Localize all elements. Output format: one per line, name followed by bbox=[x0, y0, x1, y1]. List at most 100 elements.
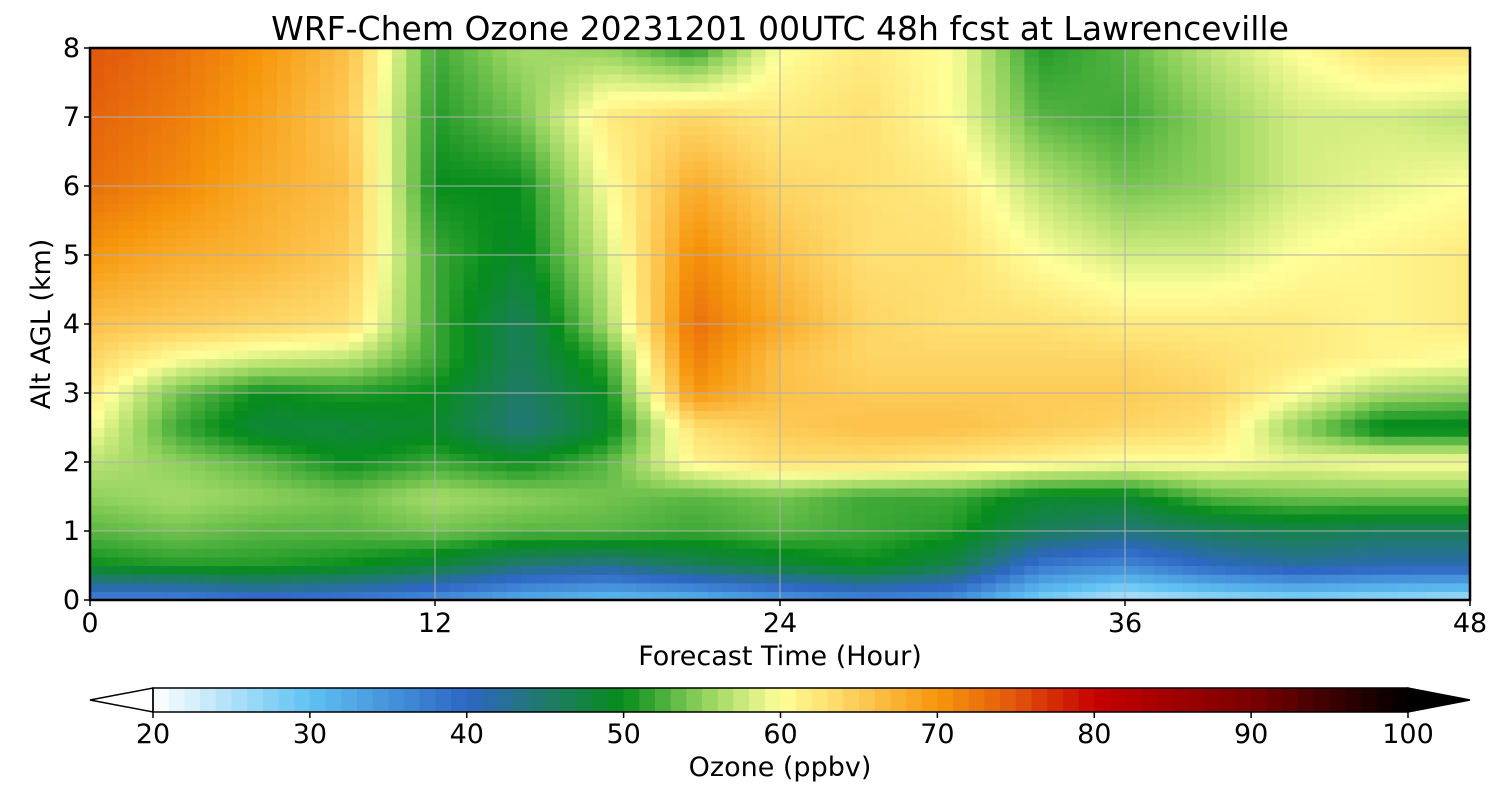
heatmap-cell bbox=[1398, 453, 1414, 463]
heatmap-cell bbox=[1182, 315, 1198, 325]
heatmap-cell bbox=[219, 427, 235, 437]
heatmap-cell bbox=[1053, 229, 1069, 239]
heatmap-cell bbox=[1326, 462, 1342, 472]
heatmap-cell bbox=[1369, 487, 1385, 498]
heatmap-cell bbox=[348, 496, 364, 506]
heatmap-cell bbox=[219, 177, 235, 187]
heatmap-cell bbox=[233, 548, 249, 558]
heatmap-cell bbox=[334, 574, 350, 584]
heatmap-cell bbox=[1383, 280, 1399, 291]
heatmap-cell bbox=[449, 479, 465, 489]
heatmap-cell bbox=[938, 462, 954, 472]
heatmap-cell bbox=[966, 522, 982, 532]
heatmap-cell bbox=[377, 505, 393, 515]
heatmap-cell bbox=[406, 496, 422, 506]
heatmap-cell bbox=[118, 574, 134, 584]
heatmap-cell bbox=[1196, 427, 1212, 437]
heatmap-cell bbox=[693, 229, 709, 239]
heatmap-cell bbox=[1240, 194, 1255, 204]
heatmap-cell bbox=[679, 522, 695, 532]
heatmap-cell bbox=[305, 272, 321, 282]
heatmap-cell bbox=[449, 367, 465, 377]
heatmap-cell bbox=[1182, 177, 1198, 187]
heatmap-cell bbox=[1383, 548, 1399, 558]
heatmap-cell bbox=[1441, 298, 1457, 308]
heatmap-cell bbox=[463, 548, 479, 558]
heatmap-cell bbox=[1211, 186, 1227, 196]
heatmap-cell bbox=[751, 341, 767, 351]
heatmap-cell bbox=[1412, 479, 1428, 489]
heatmap-cell bbox=[866, 505, 882, 515]
heatmap-cell bbox=[1426, 470, 1442, 480]
heatmap-cell bbox=[1067, 505, 1083, 515]
heatmap-cell bbox=[1297, 531, 1313, 541]
heatmap-cell bbox=[190, 186, 206, 196]
heatmap-cell bbox=[118, 220, 134, 230]
heatmap-cell bbox=[248, 358, 264, 368]
heatmap-cell bbox=[1383, 436, 1399, 446]
heatmap-cell bbox=[1024, 401, 1040, 411]
heatmap-cell bbox=[593, 203, 609, 213]
heatmap-cell bbox=[233, 263, 249, 273]
heatmap-cell bbox=[463, 263, 479, 273]
heatmap-cell bbox=[607, 211, 623, 222]
heatmap-cell bbox=[1355, 246, 1370, 256]
heatmap-cell bbox=[435, 298, 450, 308]
heatmap-cell bbox=[550, 229, 565, 239]
heatmap-cell bbox=[621, 513, 637, 523]
heatmap-cell bbox=[1053, 582, 1069, 592]
heatmap-cell bbox=[1139, 160, 1155, 170]
heatmap-cell bbox=[334, 487, 350, 498]
heatmap-cell bbox=[1441, 548, 1457, 558]
heatmap-cell bbox=[1455, 255, 1471, 265]
heatmap-cell bbox=[449, 453, 465, 463]
heatmap-cell bbox=[535, 177, 551, 187]
heatmap-cell bbox=[708, 548, 724, 558]
heatmap-cell bbox=[1067, 548, 1083, 558]
heatmap-cell bbox=[492, 436, 508, 446]
heatmap-cell bbox=[1268, 513, 1284, 523]
heatmap-cell bbox=[104, 220, 120, 230]
heatmap-cell bbox=[219, 548, 235, 558]
heatmap-cell bbox=[1240, 289, 1255, 299]
heatmap-cell bbox=[607, 427, 623, 437]
heatmap-cell bbox=[837, 203, 853, 213]
heatmap-cell bbox=[348, 487, 364, 498]
heatmap-cell bbox=[219, 211, 235, 222]
heatmap-cell bbox=[1182, 237, 1198, 247]
heatmap-cell bbox=[1383, 315, 1399, 325]
heatmap-cell bbox=[276, 574, 292, 584]
heatmap-cell bbox=[866, 177, 882, 187]
heatmap-cell bbox=[665, 229, 680, 239]
heatmap-cell bbox=[1254, 160, 1270, 170]
heatmap-cell bbox=[104, 177, 120, 187]
heatmap-cell bbox=[133, 255, 149, 265]
heatmap-cell bbox=[506, 194, 522, 204]
heatmap-cell bbox=[1283, 462, 1299, 472]
heatmap-cell bbox=[377, 332, 393, 342]
heatmap-cell bbox=[1426, 306, 1442, 316]
heatmap-cell bbox=[449, 522, 465, 532]
heatmap-cell bbox=[866, 229, 882, 239]
heatmap-cell bbox=[1240, 229, 1255, 239]
heatmap-cell bbox=[1110, 168, 1126, 178]
heatmap-cell bbox=[1096, 487, 1112, 498]
heatmap-cell bbox=[1240, 177, 1255, 187]
heatmap-cell bbox=[233, 513, 249, 523]
heatmap-cell bbox=[995, 505, 1011, 515]
heatmap-cell bbox=[593, 556, 609, 567]
heatmap-cell bbox=[550, 246, 565, 256]
heatmap-cell bbox=[808, 539, 824, 549]
heatmap-cell bbox=[147, 462, 163, 472]
heatmap-cell bbox=[1412, 263, 1428, 273]
heatmap-cell bbox=[708, 393, 724, 403]
heatmap-cell bbox=[1081, 298, 1097, 308]
heatmap-cell bbox=[118, 556, 134, 567]
heatmap-cell bbox=[449, 160, 465, 170]
heatmap-cell bbox=[478, 548, 494, 558]
heatmap-cell bbox=[363, 582, 379, 592]
heatmap-cell bbox=[1182, 384, 1198, 394]
heatmap-cell bbox=[1254, 427, 1270, 437]
heatmap-cell bbox=[1398, 556, 1414, 567]
heatmap-cell bbox=[478, 418, 494, 429]
